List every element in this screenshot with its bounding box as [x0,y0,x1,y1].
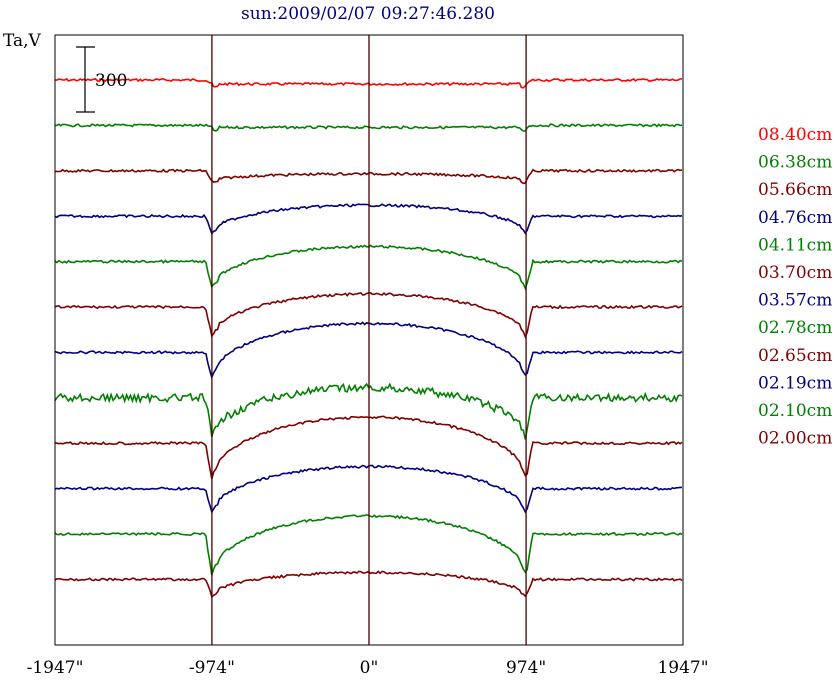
x-tick-label: 0" [360,658,379,678]
limb-markers [211,35,527,645]
x-tick-label: 1947" [657,658,708,678]
legend-item-04.11cm: 04.11cm [758,235,832,255]
legend-item-03.57cm: 03.57cm [758,291,832,311]
legend-item-02.00cm: 02.00cm [758,429,832,449]
scale-bar: 300 [76,46,127,113]
legend-item-02.19cm: 02.19cm [758,373,832,393]
x-tick-label: 974" [506,658,546,678]
scale-bar-label: 300 [95,71,127,91]
chart-title: sun:2009/02/07 09:27:46.280 [241,4,495,24]
legend: 08.40cm 06.38cm 05.66cm 04.76cm 04.11cm 03.70… [758,125,832,449]
y-axis-label: Ta,V [3,31,42,51]
legend-item-02.65cm: 02.65cm [758,346,832,366]
x-tick-labels: -1947" -974" 0" 974" 1947" [27,658,709,678]
legend-item-06.38cm: 06.38cm [758,153,832,173]
legend-item-04.76cm: 04.76cm [758,208,832,228]
legend-item-02.78cm: 02.78cm [758,318,832,338]
legend-item-02.10cm: 02.10cm [758,401,832,421]
legend-item-05.66cm: 05.66cm [758,180,832,200]
legend-item-08.40cm: 08.40cm [758,125,832,145]
legend-item-03.70cm: 03.70cm [758,263,832,283]
x-tick-label: -974" [189,658,235,678]
x-tick-label: -1947" [27,658,84,678]
